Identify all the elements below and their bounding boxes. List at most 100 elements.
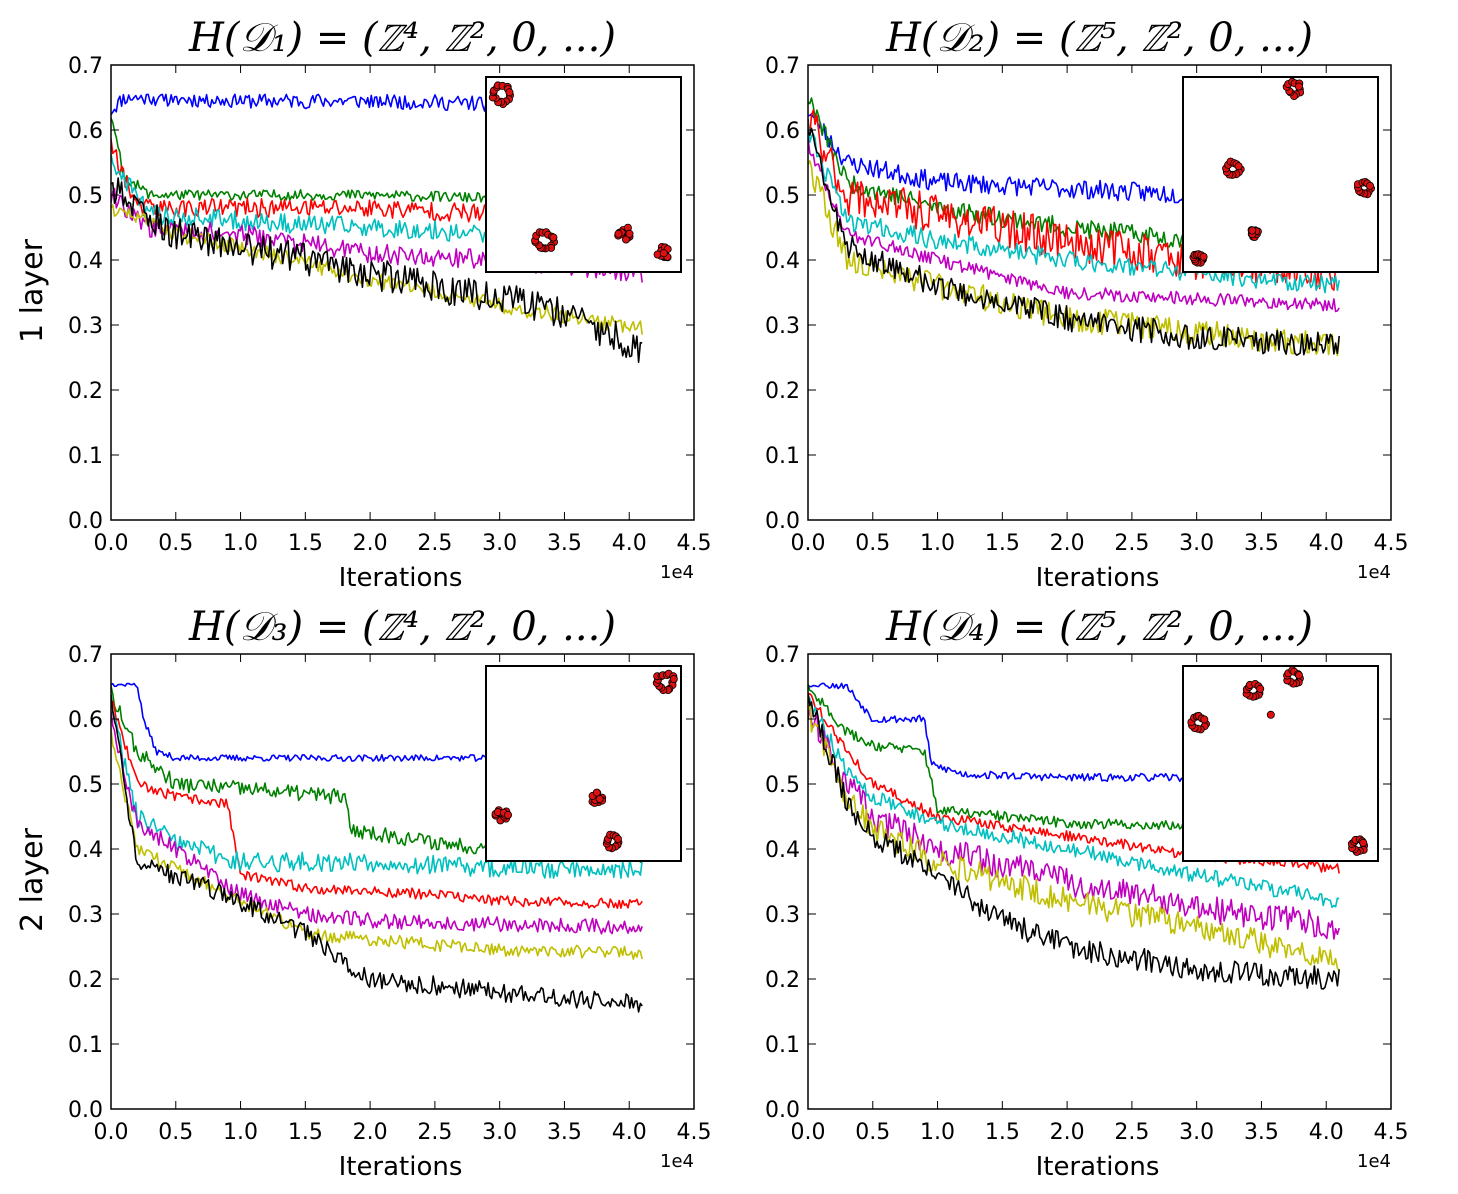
x-tick-label: 1.5 (985, 531, 1020, 556)
x-tick-label: 4.0 (612, 531, 647, 556)
inset-scatter (485, 665, 682, 862)
x-tick-label: 2.5 (417, 531, 452, 556)
inset-frame (1182, 665, 1379, 862)
inset-cluster (614, 223, 634, 244)
inset-point (1256, 684, 1265, 693)
x-tick-label: 2.0 (1050, 531, 1085, 556)
y-tick-label: 0.3 (68, 903, 103, 928)
chart-panel-d4: H(𝒟₄) = (ℤ⁵, ℤ², 0, ...) 0.0 0.5 1.0 1.5 2.0 2… (765, 604, 1409, 1182)
y-tick-label: 0.3 (68, 314, 103, 339)
x-tick-label: 0.5 (855, 531, 890, 556)
y-tick-label: 0.4 (765, 249, 800, 274)
series-line-cyan (111, 710, 643, 879)
x-tick-label: 0.0 (791, 1120, 826, 1145)
row-label-1-layer: 1 layer (15, 238, 50, 343)
y-tick-label: 0.5 (765, 184, 800, 209)
x-tick-label: 4.5 (677, 531, 712, 556)
series-line-magenta (111, 711, 643, 935)
inset-point (1294, 671, 1303, 680)
chart-title: H(𝒟₄) = (ℤ⁵, ℤ², 0, ...) (885, 604, 1313, 650)
inset-point (1199, 252, 1208, 261)
inset-cluster (602, 830, 623, 853)
inset-point (614, 229, 623, 238)
y-tick-label: 0.2 (765, 968, 800, 993)
axes-frame (807, 64, 1392, 521)
x-tick-label: 1.5 (288, 1120, 323, 1145)
x-tick-label: 0.5 (158, 1120, 193, 1145)
y-tick-label: 0.5 (68, 184, 103, 209)
inset-cluster (1266, 710, 1275, 719)
inset-frame (485, 76, 682, 273)
inset-cluster (1187, 711, 1210, 734)
inset-point (625, 229, 634, 238)
x-offset-label: 1e4 (1357, 562, 1391, 583)
y-tick-label: 0.4 (765, 838, 800, 863)
x-tick-label: 3.0 (482, 531, 517, 556)
inset-point (1359, 838, 1368, 847)
y-tick-label: 0.3 (765, 314, 800, 339)
inset-frame (485, 665, 682, 862)
x-tick-label: 1.5 (288, 531, 323, 556)
x-tick-label: 3.0 (482, 1120, 517, 1145)
inset-cluster (1282, 77, 1305, 101)
x-tick-label: 0.0 (791, 531, 826, 556)
x-tick-label: 3.5 (1244, 1120, 1279, 1145)
inset-point (1294, 82, 1303, 91)
series-group (111, 682, 643, 1013)
chart-title: H(𝒟₁) = (ℤ⁴, ℤ², 0, ...) (188, 15, 616, 61)
x-tick-label: 1.0 (223, 531, 258, 556)
inset-scatter (1182, 665, 1379, 862)
series-line-red (808, 692, 1340, 874)
x-tick-label: 4.0 (1309, 1120, 1344, 1145)
x-tick-label: 4.5 (1374, 1120, 1409, 1145)
x-tick-label: 3.5 (547, 531, 582, 556)
x-tick-label: 2.5 (1114, 1120, 1149, 1145)
y-tick-label: 0.0 (765, 509, 800, 534)
inset-point (1200, 715, 1209, 724)
inset-point (549, 233, 558, 242)
inset-point (503, 810, 512, 819)
inset-cluster (1347, 835, 1369, 856)
inset-frame (1182, 76, 1379, 273)
inset-cluster (653, 242, 672, 262)
x-tick-label: 0.0 (94, 531, 129, 556)
x-tick-label: 1.0 (920, 1120, 955, 1145)
chart-title: H(𝒟₂) = (ℤ⁵, ℤ², 0, ...) (885, 15, 1313, 61)
inset-point (1248, 226, 1257, 235)
inset-scatter (1182, 76, 1379, 273)
inset-point (505, 88, 514, 97)
x-tick-label: 3.0 (1179, 531, 1214, 556)
y-tick-label: 0.7 (765, 643, 800, 668)
y-tick-label: 0.2 (765, 379, 800, 404)
y-tick-label: 0.5 (765, 773, 800, 798)
inset-cluster (1242, 679, 1265, 701)
series-line-yellow (111, 728, 643, 960)
inset-cluster (488, 81, 514, 109)
x-tick-label: 1.5 (985, 1120, 1020, 1145)
x-offset-label: 1e4 (660, 562, 694, 583)
series-line-black (111, 694, 643, 1013)
series-line-black (111, 177, 643, 364)
y-tick-label: 0.6 (68, 119, 103, 144)
series-line-black (808, 127, 1340, 356)
series-line-cyan (808, 694, 1340, 909)
inset-cluster (531, 228, 559, 253)
y-tick-label: 0.6 (68, 708, 103, 733)
y-tick-label: 0.2 (68, 379, 103, 404)
x-offset-label: 1e4 (1357, 1151, 1391, 1172)
inset-cluster (1283, 666, 1304, 688)
y-tick-label: 0.5 (68, 773, 103, 798)
chart-panel-d2: H(𝒟₂) = (ℤ⁵, ℤ², 0, ...) 0.0 0.5 1.0 1.5 2.0 2… (765, 15, 1409, 593)
y-tick-label: 0.4 (68, 249, 103, 274)
x-tick-label: 4.5 (1374, 531, 1409, 556)
x-tick-label: 2.5 (1114, 531, 1149, 556)
inset-cluster (491, 806, 512, 825)
inset-point (592, 788, 601, 797)
inset-cluster (1222, 157, 1245, 179)
inset-point (621, 235, 630, 244)
x-axis-label: Iterations (1036, 1152, 1160, 1182)
axes-frame (110, 64, 695, 521)
inset-point (669, 674, 678, 683)
axes-frame (807, 653, 1392, 1110)
